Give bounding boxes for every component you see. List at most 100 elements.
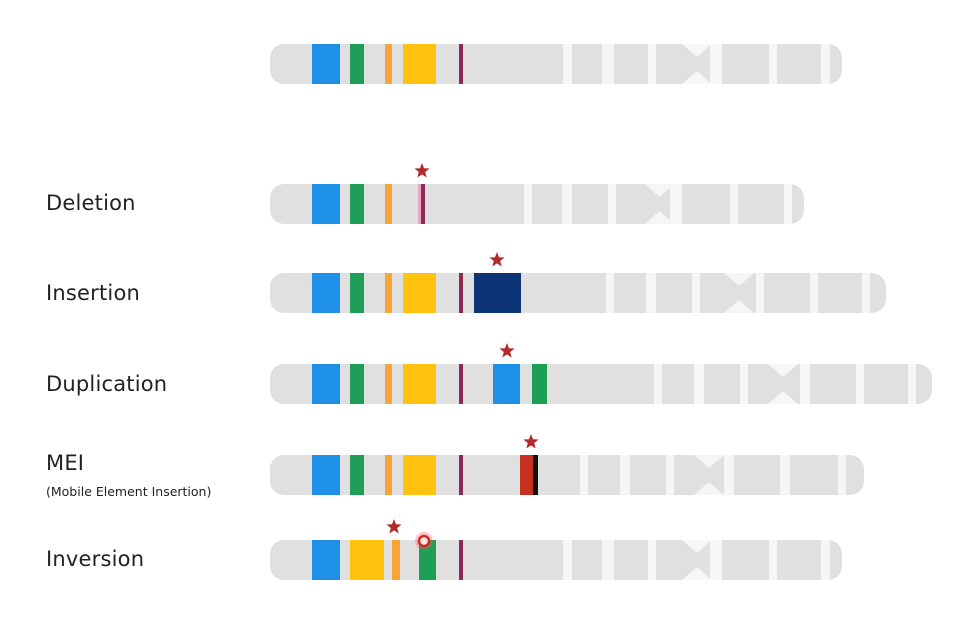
centromere-notch-top <box>694 455 724 468</box>
mei-element <box>520 455 536 495</box>
band-purple-line <box>459 540 463 580</box>
band-green <box>419 540 436 580</box>
chromosome-gap <box>821 540 830 580</box>
chromosome-gap <box>740 364 748 404</box>
band-blue <box>312 184 340 224</box>
chromosome-gap <box>710 540 722 580</box>
band-yellow <box>403 364 436 404</box>
chromosome-gap <box>670 184 682 224</box>
centromere-notch-bottom <box>645 211 674 224</box>
chromosome-gap <box>563 44 572 84</box>
band-blue <box>312 273 340 313</box>
label-duplication: Duplication <box>46 372 168 396</box>
band-green <box>350 364 364 404</box>
insertion-block <box>474 273 521 313</box>
label-insertion: Insertion <box>46 281 141 305</box>
centromere-notch-bottom <box>724 300 754 313</box>
chromosome-gap <box>756 273 764 313</box>
band-green <box>350 184 364 224</box>
label-mei: MEI <box>46 451 85 475</box>
star-marker-icon <box>414 163 430 178</box>
chromosome-gap <box>563 540 572 580</box>
band-yellow <box>403 44 436 84</box>
chromosome-gap <box>724 455 734 495</box>
chromosome-gap <box>784 184 792 224</box>
chromosome-gap <box>602 540 614 580</box>
centromere-notch-bottom <box>768 391 798 404</box>
label-mei-subtitle: (Mobile Element Insertion) <box>46 484 212 499</box>
chromosome-duplication <box>270 343 932 404</box>
band-blue <box>312 540 340 580</box>
chromosome-gap <box>821 44 830 84</box>
chromosome-gap <box>654 364 662 404</box>
centromere-notch-top <box>724 273 754 286</box>
centromere-notch-top <box>682 540 712 553</box>
centromere-notch-top <box>682 44 712 57</box>
chromosome-gap <box>648 540 656 580</box>
star-marker-icon <box>499 343 515 358</box>
band-purple-line <box>459 364 463 404</box>
band-blue <box>312 364 340 404</box>
band-purple-line <box>421 184 425 224</box>
chromosome-gap <box>862 273 870 313</box>
chromosome-body <box>270 455 864 495</box>
chromosome-gap <box>838 455 846 495</box>
chromosome-gap <box>524 184 532 224</box>
centromere-notch-bottom <box>694 482 724 495</box>
star-marker-icon <box>386 519 402 534</box>
chromosome-gap <box>769 540 777 580</box>
band-orange <box>385 273 392 313</box>
band-green <box>350 455 364 495</box>
band-orange <box>385 184 392 224</box>
chromosome-gap <box>648 44 656 84</box>
band-yellow <box>403 273 436 313</box>
band-yellow <box>350 540 384 580</box>
chromosome-gap <box>908 364 916 404</box>
chromosome-body <box>270 44 842 84</box>
chromosome-gap <box>810 273 818 313</box>
chromosome-gap <box>646 273 656 313</box>
band-green <box>350 273 364 313</box>
band-black <box>533 455 538 495</box>
chromosome-deletion <box>270 163 804 224</box>
chromosome-gap <box>800 364 810 404</box>
chromosome-gap <box>620 455 630 495</box>
chromosome-body <box>270 273 886 313</box>
chromosome-body <box>270 364 932 404</box>
band-blue <box>312 455 340 495</box>
chromosome-gap <box>730 184 738 224</box>
chromosome-gap <box>608 184 616 224</box>
band-orange <box>385 364 392 404</box>
band-green <box>350 44 364 84</box>
band-orange <box>392 540 400 580</box>
chromosome-inversion <box>270 519 842 580</box>
band-green <box>532 364 547 404</box>
centromere-notch-bottom <box>682 567 712 580</box>
centromere-notch-top <box>645 184 674 197</box>
band-blue <box>493 364 520 404</box>
chromosome-reference <box>270 44 842 84</box>
chromosome-gap <box>692 273 700 313</box>
band-purple-line <box>459 44 463 84</box>
centromere-notch-bottom <box>682 71 712 84</box>
band-orange <box>385 44 392 84</box>
chromosome-gap <box>580 455 588 495</box>
chromosome-gap <box>856 364 864 404</box>
centromere-notch-top <box>768 364 798 377</box>
chromosome-gap <box>780 455 790 495</box>
band-orange <box>385 455 392 495</box>
chromosome-gap <box>694 364 704 404</box>
band-pink-line <box>418 184 421 224</box>
chromosome-mei <box>270 434 864 495</box>
band-blue <box>312 44 340 84</box>
chromosome-insertion <box>270 252 886 313</box>
band-purple-line <box>459 455 463 495</box>
label-deletion: Deletion <box>46 191 136 215</box>
chromosome-gap <box>602 44 614 84</box>
chromosome-gap <box>666 455 674 495</box>
chromosome-gap <box>606 273 614 313</box>
band-yellow <box>403 455 436 495</box>
band-purple-line <box>459 273 463 313</box>
